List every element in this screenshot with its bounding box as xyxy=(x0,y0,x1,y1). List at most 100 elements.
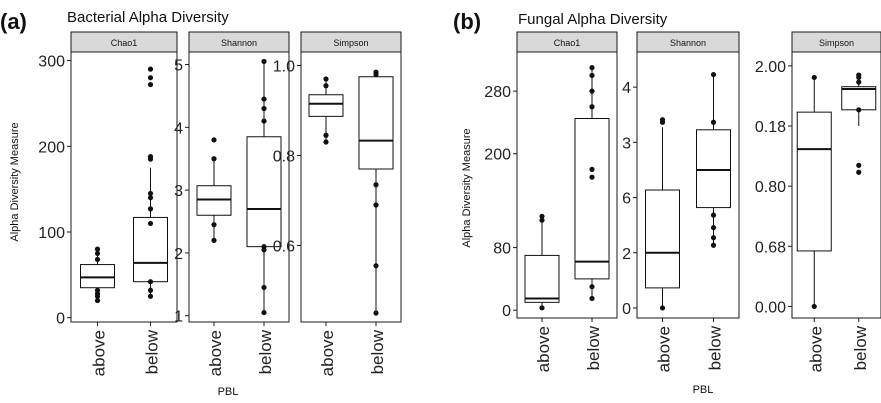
y-tick-label: 1 xyxy=(174,309,183,326)
facet-marks xyxy=(308,69,394,316)
box-iqr xyxy=(645,189,680,289)
y-tick-label: 0.00 xyxy=(755,299,786,316)
facet-marks xyxy=(196,58,282,316)
box-iqr xyxy=(358,76,394,170)
facet-strip-label: Simpson xyxy=(333,38,368,48)
y-tick-label: 0 xyxy=(56,311,65,328)
data-point xyxy=(856,107,862,113)
data-point xyxy=(147,81,154,88)
x-tick-label: above xyxy=(318,330,337,376)
x-tick-label: below xyxy=(256,329,275,374)
x-tick-label: below xyxy=(584,325,603,370)
data-point xyxy=(261,309,267,316)
box-above xyxy=(80,246,115,304)
panel-a-x-axis-label: PBL xyxy=(218,386,239,398)
data-point xyxy=(710,235,717,241)
data-point xyxy=(261,105,267,112)
data-point xyxy=(589,72,595,79)
x-tick-label: below xyxy=(143,329,162,374)
y-tick-label: 0 xyxy=(622,301,631,318)
box-above xyxy=(796,74,832,310)
data-point xyxy=(856,72,862,78)
data-point xyxy=(373,69,379,75)
y-tick-label: 4 xyxy=(622,80,631,97)
data-point xyxy=(659,305,666,311)
data-point xyxy=(147,220,154,227)
box-below xyxy=(574,65,610,302)
data-point xyxy=(539,213,545,219)
data-point xyxy=(589,174,595,180)
panel-b-x-axis-label: PBL xyxy=(693,384,714,396)
facet-strip-label: Chao1 xyxy=(111,38,138,48)
panel-b-y-axis-label: Alpha Diversity Measure xyxy=(461,128,473,247)
box-below xyxy=(358,69,394,316)
data-point xyxy=(856,79,862,85)
box-iqr xyxy=(796,111,832,252)
data-point xyxy=(94,246,101,252)
facet-a-chao1: Chao1 0 100 200 300 above below xyxy=(38,31,178,376)
data-point xyxy=(261,118,267,124)
box-above xyxy=(196,137,232,243)
box-iqr xyxy=(80,264,115,289)
panel-a-letter: (a) xyxy=(0,9,27,34)
data-point xyxy=(147,153,154,160)
data-point xyxy=(856,169,862,175)
x-tick-label: below xyxy=(368,329,387,374)
data-point xyxy=(589,65,595,71)
y-tick-label: 0.18 xyxy=(755,119,786,136)
facet-strip-label: Simpson xyxy=(819,38,854,48)
data-point xyxy=(589,284,595,290)
data-point xyxy=(147,190,154,197)
data-point xyxy=(856,162,862,168)
facet-a-simpson: Simpson 0.6 0.8 1.0 above below xyxy=(273,31,402,376)
facet-marks xyxy=(645,71,731,311)
data-point xyxy=(261,284,267,291)
panel-b-letter: (b) xyxy=(453,9,481,34)
y-tick-label: 3 xyxy=(174,183,183,200)
y-tick-label: 0.80 xyxy=(755,179,786,196)
box-below xyxy=(696,71,731,248)
data-point xyxy=(147,195,154,201)
y-tick-label: 0.8 xyxy=(273,149,295,166)
data-point xyxy=(373,202,379,208)
data-point xyxy=(811,303,817,310)
y-tick-label: 6 xyxy=(622,191,631,208)
y-tick-label: 280 xyxy=(484,84,511,101)
x-tick-label: above xyxy=(655,326,674,372)
y-tick-label: 4 xyxy=(174,120,183,137)
panel-b-title: Fungal Alpha Diversity xyxy=(518,11,668,28)
box-below xyxy=(246,58,282,316)
box-iqr xyxy=(696,129,731,209)
facet-b-chao1: Chao1 0 80 200 280 above below xyxy=(484,31,618,372)
box-iqr xyxy=(133,216,168,283)
data-point xyxy=(147,279,154,285)
data-point xyxy=(94,297,101,304)
y-tick-label: 2 xyxy=(622,246,631,263)
y-tick-label: 80 xyxy=(493,241,511,258)
facet-b-shannon: Shannon 0 2 6 3 4 above below xyxy=(622,31,740,372)
data-point xyxy=(211,222,217,228)
box-below xyxy=(841,72,877,175)
x-tick-label: below xyxy=(851,325,870,370)
panel-a-y-axis-label: Alpha Diversity Measure xyxy=(9,122,21,241)
box-above xyxy=(645,117,680,311)
facet-strip-label: Shannon xyxy=(670,38,706,48)
data-point xyxy=(710,119,717,125)
y-tick-label: 0 xyxy=(502,303,511,320)
y-tick-label: 1.0 xyxy=(273,59,295,76)
data-point xyxy=(147,287,154,293)
data-point xyxy=(147,66,154,72)
x-tick-label: above xyxy=(534,326,553,372)
data-point xyxy=(589,166,595,172)
facet-marks xyxy=(796,72,877,310)
y-tick-label: 2 xyxy=(174,246,183,263)
box-iqr xyxy=(246,136,282,248)
facet-b-simpson: Simpson 0.00 0.68 0.80 0.18 2.00 above below xyxy=(755,31,881,372)
data-point xyxy=(147,75,154,81)
data-point xyxy=(211,237,217,243)
y-tick-label: 200 xyxy=(484,147,511,164)
data-point xyxy=(211,156,217,162)
data-point xyxy=(589,104,595,110)
data-point xyxy=(710,212,717,218)
